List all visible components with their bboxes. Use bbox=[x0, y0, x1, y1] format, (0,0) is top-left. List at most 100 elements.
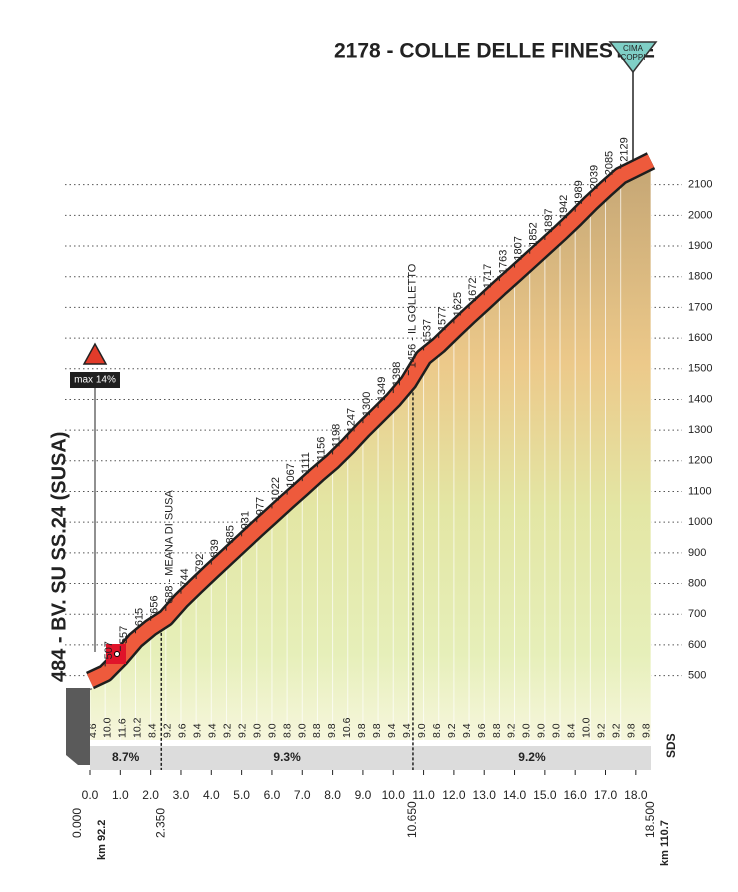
y-tick-label: 1300 bbox=[688, 424, 712, 436]
altitude-label: 1537 bbox=[421, 319, 433, 343]
gradient-label: 8.8 bbox=[311, 723, 323, 738]
x-tick-label: 8.0 bbox=[324, 788, 341, 802]
x-tick-label: 12.0 bbox=[442, 788, 466, 802]
y-tick-label: 1200 bbox=[688, 455, 712, 467]
start-label: 484 - BV. SU SS.24 (SUSA) bbox=[48, 432, 70, 682]
y-tick-label: 1000 bbox=[688, 516, 712, 528]
gradient-label: 10.0 bbox=[102, 717, 114, 738]
altitude-label: 1672 bbox=[467, 278, 479, 302]
altitude-label: 1807 bbox=[512, 236, 524, 260]
altitude-label: 2085 bbox=[603, 151, 615, 175]
y-tick-label: 900 bbox=[688, 547, 706, 559]
gradient-label: 8.6 bbox=[431, 723, 443, 738]
section-mark-label: 0.000 bbox=[70, 808, 84, 838]
altitude-label: 931 bbox=[240, 511, 252, 529]
altitude-label: 1942 bbox=[558, 195, 570, 219]
altitude-label: 1300 bbox=[361, 392, 373, 416]
y-tick-label: 600 bbox=[688, 639, 706, 651]
x-tick-label: 16.0 bbox=[564, 788, 588, 802]
altitude-label: 1717 bbox=[482, 264, 494, 288]
gradient-label: 9.2 bbox=[506, 723, 518, 738]
logo: SDS bbox=[664, 733, 678, 758]
y-tick-label: 2100 bbox=[688, 179, 712, 191]
gradient-label: 9.6 bbox=[177, 723, 189, 738]
altitude-label: 688 - MEANA DI SUSA bbox=[164, 490, 176, 604]
gradient-label: 9.2 bbox=[446, 723, 458, 738]
x-tick-label: 5.0 bbox=[233, 788, 250, 802]
altitude-label: 792 bbox=[194, 554, 206, 572]
altitude-label: 1198 bbox=[331, 424, 343, 448]
altitude-label: 744 bbox=[179, 568, 191, 586]
gradient-label: 9.8 bbox=[640, 723, 652, 738]
profile-line bbox=[87, 154, 655, 687]
y-tick-label: 1800 bbox=[688, 271, 712, 283]
gradient-label: 9.0 bbox=[521, 723, 533, 738]
section-band bbox=[90, 746, 651, 770]
x-tick-label: 2.0 bbox=[142, 788, 159, 802]
profile-area bbox=[90, 169, 651, 740]
x-tick-label: 15.0 bbox=[533, 788, 557, 802]
y-tick-label: 500 bbox=[688, 669, 706, 681]
gradient-label: 9.0 bbox=[296, 723, 308, 738]
gradient-label: 10.6 bbox=[341, 717, 353, 738]
max-label: max 14% bbox=[74, 375, 116, 386]
altitude-label: 557 bbox=[118, 626, 130, 644]
section-grade: 8.7% bbox=[112, 750, 140, 764]
gradient-label: 9.8 bbox=[371, 723, 383, 738]
y-tick-label: 1600 bbox=[688, 332, 712, 344]
x-tick-label: 11.0 bbox=[412, 788, 435, 802]
altitude-label: 1022 bbox=[270, 477, 282, 501]
gradient-label: 8.4 bbox=[566, 723, 578, 738]
x-tick-label: 10.0 bbox=[382, 788, 406, 802]
x-tick-label: 18.0 bbox=[624, 788, 648, 802]
altitude-label: 656 bbox=[149, 595, 161, 613]
x-tick-label: 17.0 bbox=[594, 788, 618, 802]
gradient-label: 9.2 bbox=[221, 723, 233, 738]
x-tick-label: 4.0 bbox=[203, 788, 220, 802]
section-grade: 9.2% bbox=[518, 750, 546, 764]
gradient-label: 9.2 bbox=[236, 723, 248, 738]
summit-badge bbox=[608, 41, 658, 74]
altitude-label: 1625 bbox=[452, 292, 464, 316]
km-end: km 110.7 bbox=[659, 820, 671, 866]
badge-text: CIMA bbox=[623, 44, 644, 53]
altitude-label: 885 bbox=[224, 525, 236, 543]
gradient-label: 11.6 bbox=[117, 718, 129, 738]
y-tick-label: 1900 bbox=[688, 240, 712, 252]
x-tick-label: 1.0 bbox=[112, 788, 129, 802]
gradient-label: 9.2 bbox=[162, 723, 174, 738]
altitude-label: 507 bbox=[103, 641, 115, 659]
altitude-label: 1897 bbox=[543, 208, 555, 232]
x-tick-label: 13.0 bbox=[473, 788, 497, 802]
max-icon bbox=[82, 342, 108, 365]
gradient-label: 9.8 bbox=[625, 723, 637, 738]
gradient-label: 8.4 bbox=[147, 723, 159, 738]
gradient-label: 9.4 bbox=[192, 723, 204, 738]
chart-title: 2178 - COLLE DELLE FINESTRE bbox=[334, 40, 655, 63]
max-dot bbox=[114, 651, 120, 657]
y-tick-label: 1400 bbox=[688, 393, 712, 405]
gradient-label: 10.2 bbox=[132, 717, 144, 738]
gradient-label: 9.4 bbox=[206, 723, 218, 738]
altitude-label: 1398 bbox=[391, 362, 403, 386]
gradient-label: 9.0 bbox=[536, 723, 548, 738]
altitude-label: 1067 bbox=[285, 463, 297, 487]
x-tick-label: 0.0 bbox=[82, 788, 99, 802]
altitude-label: 2039 bbox=[588, 165, 600, 189]
gradient-label: 9.0 bbox=[416, 723, 428, 738]
gradient-label: 9.0 bbox=[266, 723, 278, 738]
x-tick-label: 6.0 bbox=[264, 788, 281, 802]
gradient-label: 9.4 bbox=[461, 723, 473, 738]
section-grade: 9.3% bbox=[273, 750, 301, 764]
altitude-label: 1247 bbox=[346, 408, 358, 432]
gradient-label: 9.0 bbox=[251, 723, 263, 738]
y-tick-label: 1500 bbox=[688, 363, 712, 375]
gradient-label: 9.6 bbox=[476, 723, 488, 738]
altitude-label: 1989 bbox=[573, 180, 585, 204]
gradient-label: 8.8 bbox=[281, 723, 293, 738]
altitude-label: 1349 bbox=[376, 377, 388, 401]
gradient-label: 9.4 bbox=[401, 723, 413, 738]
x-tick-label: 3.0 bbox=[173, 788, 190, 802]
section-mark-label: 10.650 bbox=[405, 801, 419, 838]
